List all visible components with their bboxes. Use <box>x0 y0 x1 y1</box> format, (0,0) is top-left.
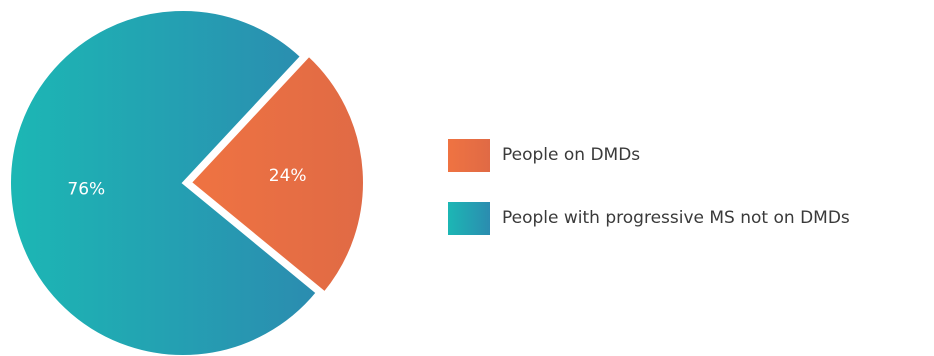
pie-slice-people-on-dmds <box>189 54 365 294</box>
legend-swatch-teal <box>448 201 490 235</box>
chart-legend: People on DMDs People with progressive M… <box>448 138 850 264</box>
legend-item-progressive-ms: People with progressive MS not on DMDs <box>448 201 850 235</box>
legend-item-people-on-dmds: People on DMDs <box>448 138 850 172</box>
legend-swatch-orange <box>448 138 490 172</box>
legend-label: People with progressive MS not on DMDs <box>502 208 850 228</box>
slice-value-label: 76% <box>67 179 105 199</box>
slice-value-label: 24% <box>269 166 307 186</box>
pie-slice-progressive-ms-not-on-dmds <box>9 9 319 356</box>
legend-label: People on DMDs <box>502 145 641 165</box>
